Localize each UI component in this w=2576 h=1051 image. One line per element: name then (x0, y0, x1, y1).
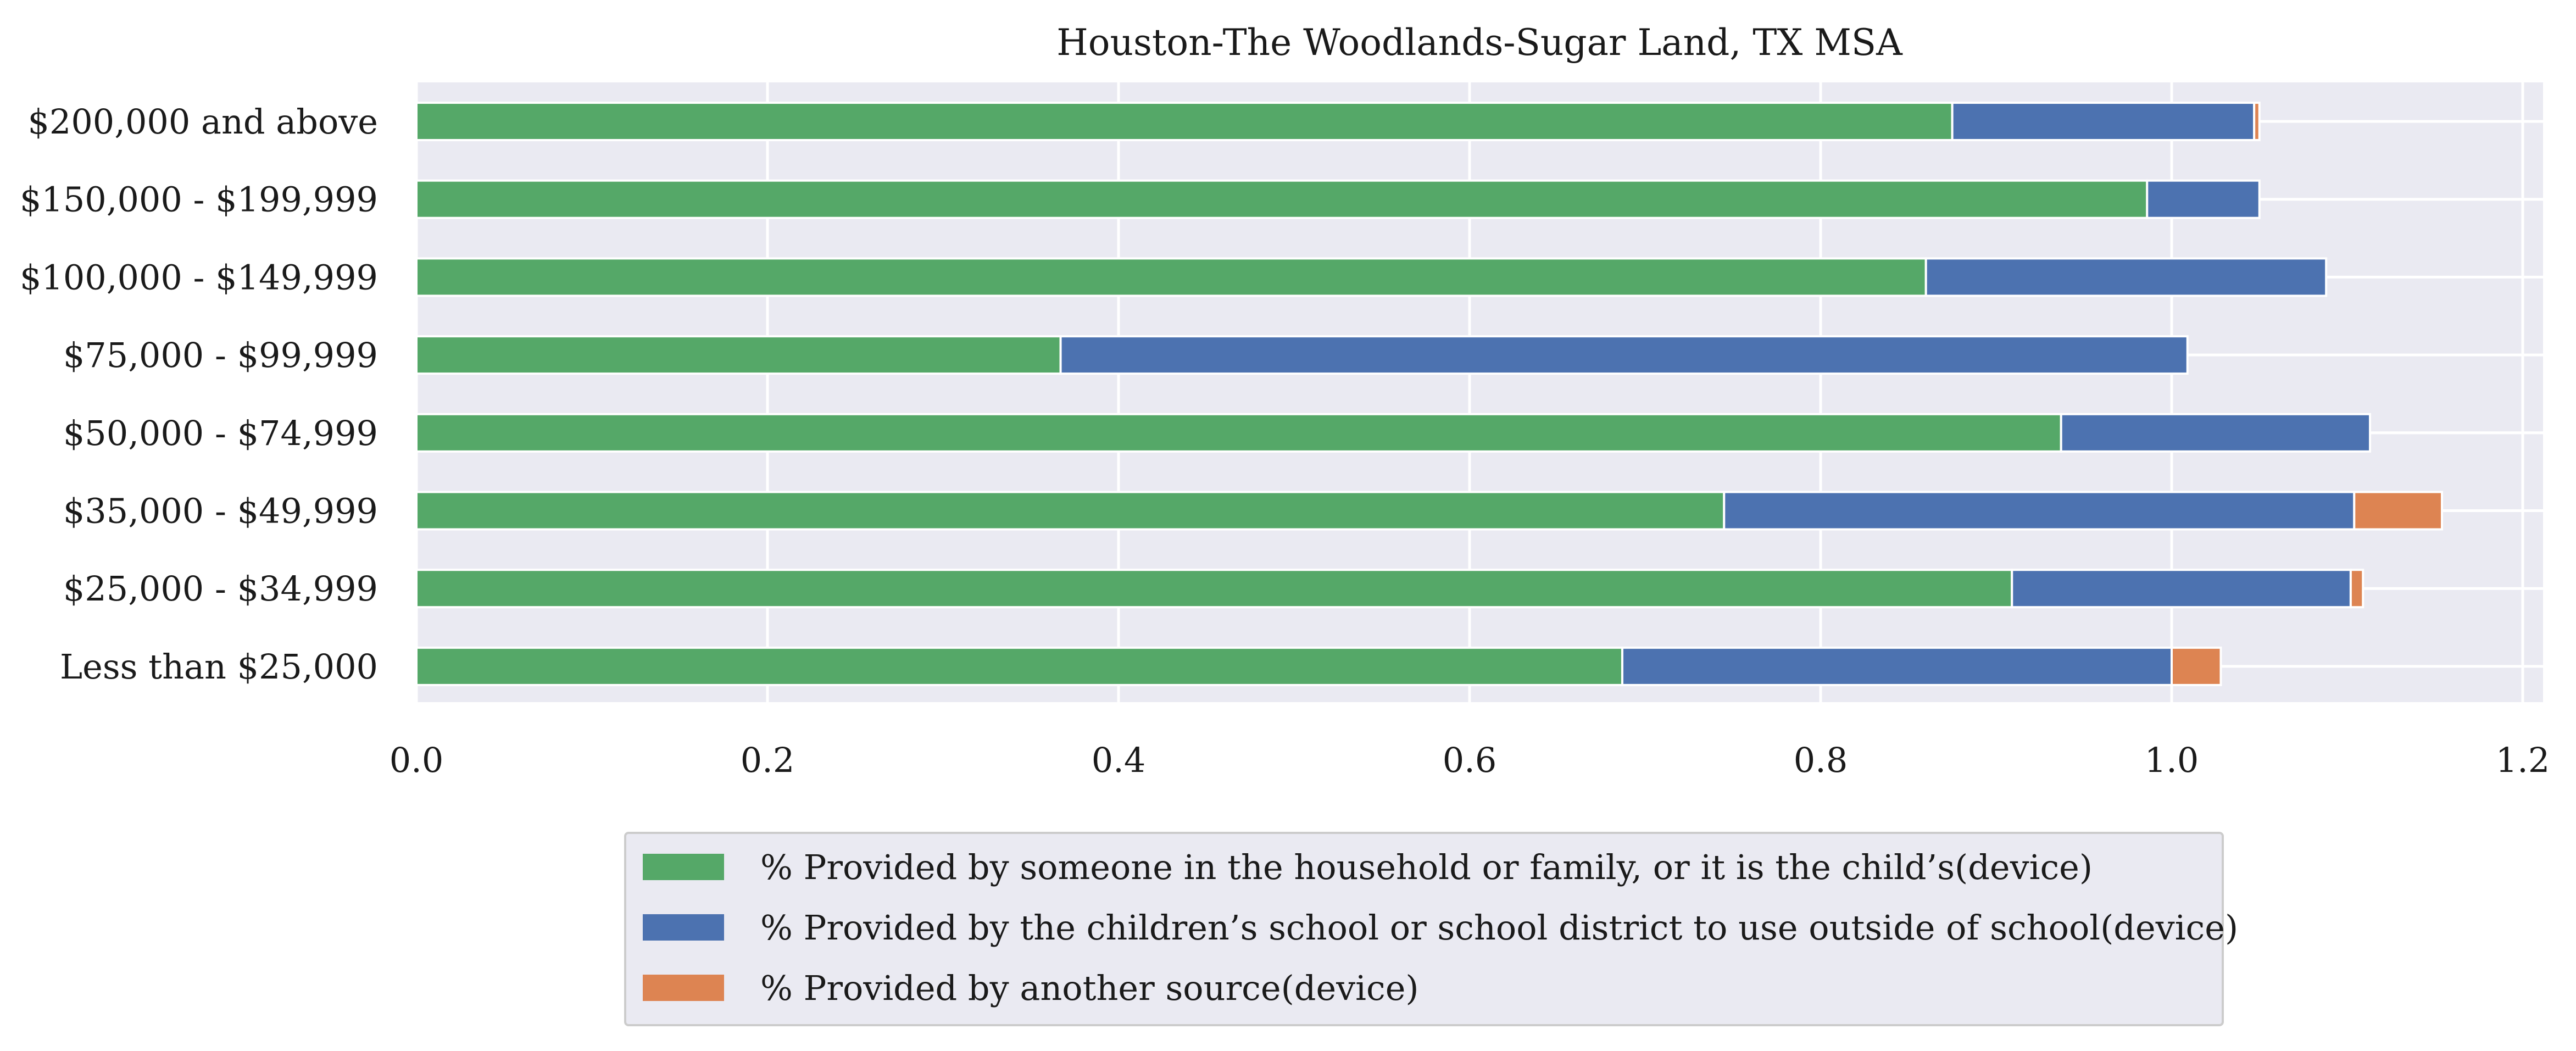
x-tick-labels: 0.0 0.2 0.4 0.6 0.8 1.0 1.2 (390, 740, 2550, 780)
bar-segment-series-2 (1951, 102, 2256, 141)
x-tick-label: 1.0 (2145, 740, 2199, 780)
x-tick-label: 0.0 (390, 740, 444, 780)
y-tick-label: Less than $25,000 (60, 647, 378, 687)
legend-swatch (643, 854, 724, 880)
legend-box (624, 832, 2224, 1026)
legend-swatch (643, 975, 724, 1001)
bars (415, 102, 2444, 686)
legend-swatch (643, 914, 724, 941)
y-tick-labels: $200,000 and above $150,000 - $199,999 $10… (20, 102, 378, 687)
x-tick-label: 0.8 (1794, 740, 1848, 780)
bar-segment-series-2 (2011, 569, 2352, 609)
bar-segment-series-2 (2060, 413, 2372, 453)
bar-segment-series-1 (415, 179, 2149, 219)
bar-segment-series-3 (2353, 491, 2444, 531)
bar-segment-series-2 (1059, 335, 2189, 375)
bar-segment-series-1 (415, 569, 2013, 609)
bar-segment-series-1 (415, 491, 1726, 531)
y-tick-label: $50,000 - $74,999 (63, 413, 378, 453)
y-tick-label: $25,000 - $34,999 (63, 569, 378, 609)
bar-segment-series-2 (1924, 257, 2328, 297)
x-tick-label: 0.4 (1092, 740, 1146, 780)
legend-label: % Provided by someone in the household o… (760, 847, 2093, 887)
bar-segment-series-3 (2253, 102, 2261, 141)
bar-segment-series-2 (1723, 491, 2356, 531)
bar-segment-series-1 (415, 413, 2062, 453)
legend: % Provided by someone in the household o… (624, 832, 2238, 1026)
y-tick-label: $100,000 - $149,999 (20, 257, 378, 297)
legend-label: % Provided by another source(device) (760, 968, 1419, 1008)
bar-segment-series-1 (415, 335, 1062, 375)
bar-segment-series-1 (415, 102, 1954, 141)
bar-segment-series-2 (1621, 646, 2173, 686)
bar-segment-series-1 (415, 646, 1623, 686)
x-tick-label: 0.2 (741, 740, 795, 780)
y-tick-label: $150,000 - $199,999 (20, 180, 378, 220)
y-tick-label: $35,000 - $49,999 (63, 491, 378, 531)
bar-segment-series-3 (2171, 646, 2222, 686)
y-tick-label: $75,000 - $99,999 (63, 335, 378, 375)
bar-segment-series-3 (2349, 569, 2364, 609)
chart-title: Houston-The Woodlands-Sugar Land, TX MSA (1056, 21, 1903, 64)
legend-label: % Provided by the children’s school or s… (760, 908, 2238, 948)
y-tick-label: $200,000 and above (27, 102, 378, 142)
plot-area (416, 82, 2543, 702)
bar-segment-series-2 (2146, 179, 2261, 219)
bar-segment-series-1 (415, 257, 1927, 297)
legend-items: % Provided by someone in the household o… (643, 847, 2238, 1008)
x-tick-label: 0.6 (1443, 740, 1497, 780)
x-tick-label: 1.2 (2496, 740, 2550, 780)
